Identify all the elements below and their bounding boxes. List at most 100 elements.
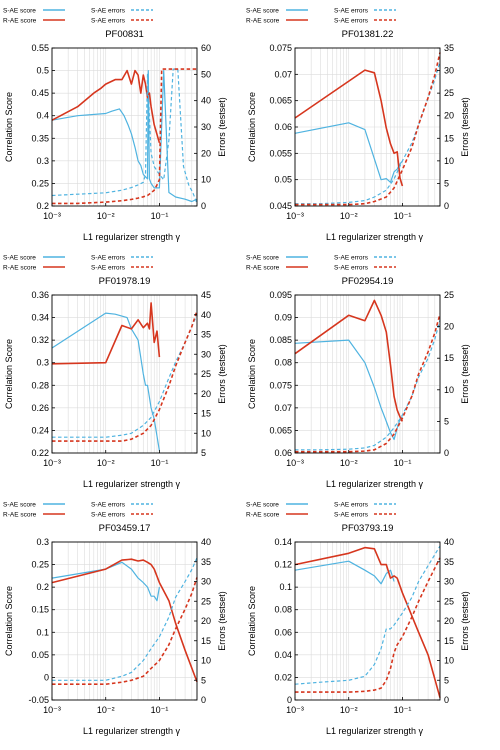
y2-tick-label: 10 <box>201 175 211 185</box>
x-axis-label: L1 regularizer strength γ <box>326 726 424 736</box>
x-tick-label: 10⁻² <box>340 458 358 468</box>
series-line-3 <box>51 68 198 204</box>
y-tick-label: 0.36 <box>31 290 49 300</box>
y-tick-label: -0.05 <box>28 695 49 705</box>
y-axis-label: Correlation Score <box>4 586 14 656</box>
y-tick-label: 0.05 <box>274 175 292 185</box>
y2-tick-label: 5 <box>444 416 449 426</box>
y2-tick-label: 15 <box>444 353 454 363</box>
x-axis-label: L1 regularizer strength γ <box>326 479 424 489</box>
x-tick-label: 10⁻³ <box>286 211 304 221</box>
series-line-2 <box>51 69 161 144</box>
y2-axis-label: Errors (testset) <box>217 344 227 404</box>
y-tick-label: 0.3 <box>36 358 49 368</box>
y2-tick-label: 20 <box>444 111 454 121</box>
legend-label: R-AE score <box>246 18 280 25</box>
plot-frame <box>294 294 441 454</box>
y2-tick-label: 15 <box>201 636 211 646</box>
y-axis-label: Correlation Score <box>4 339 14 409</box>
y2-tick-label: 35 <box>444 557 454 567</box>
y-tick-label: 0.055 <box>269 148 292 158</box>
x-tick-label: 10⁻³ <box>286 705 304 715</box>
y-tick-label: 0.3 <box>36 156 49 166</box>
y-tick-label: 0.07 <box>274 69 292 79</box>
series-line-3 <box>52 557 198 681</box>
x-tick-label: 10⁻² <box>97 458 115 468</box>
y-tick-label: 0.09 <box>274 313 292 323</box>
chart-title: PF01381.22 <box>342 29 394 40</box>
y-axis-label: Correlation Score <box>247 339 257 409</box>
x-tick-label: 10⁻² <box>97 705 115 715</box>
y2-tick-label: 40 <box>201 537 211 547</box>
y2-tick-label: 25 <box>444 88 454 98</box>
series-line-4 <box>52 577 198 686</box>
series-line-2 <box>294 299 404 422</box>
x-tick-label: 10⁻¹ <box>151 458 169 468</box>
y-tick-label: 0.12 <box>274 560 292 570</box>
y-tick-label: 0.08 <box>274 605 292 615</box>
series-line-3 <box>294 545 441 685</box>
x-tick-label: 10⁻³ <box>43 705 61 715</box>
series-line-2 <box>294 69 404 187</box>
x-axis-label: L1 regularizer strength γ <box>83 479 181 489</box>
y2-axis-label: Errors (testset) <box>460 344 470 404</box>
y2-tick-label: 0 <box>444 201 449 211</box>
y-tick-label: 0.22 <box>31 448 49 458</box>
legend-label: S-AE errors <box>334 8 369 15</box>
y-tick-label: 0.32 <box>31 335 49 345</box>
y-tick-label: 0.045 <box>269 201 292 211</box>
y-axis-label: Correlation Score <box>247 586 257 656</box>
legend: S-AE score R-AE score S-AE errors S-AE erro… <box>3 8 153 25</box>
legend-label: S-AE errors <box>91 512 126 519</box>
series-line-4 <box>295 52 441 206</box>
y-tick-label: 0.05 <box>31 650 49 660</box>
legend-label: S-AE errors <box>91 502 126 509</box>
y-tick-label: 0.085 <box>269 335 292 345</box>
series-line-2 <box>294 546 441 698</box>
grid <box>51 294 198 454</box>
y2-tick-label: 35 <box>201 330 211 340</box>
y-tick-label: 0.06 <box>274 122 292 132</box>
y-tick-label: 0 <box>287 695 292 705</box>
y2-tick-label: 40 <box>201 310 211 320</box>
legend: S-AE score R-AE score S-AE errors S-AE erro… <box>246 502 396 519</box>
series-line-4 <box>295 557 441 693</box>
legend-label: S-AE score <box>3 255 36 262</box>
y2-tick-label: 35 <box>201 557 211 567</box>
y-tick-label: 0.28 <box>31 380 49 390</box>
y2-tick-label: 20 <box>444 322 454 332</box>
legend-label: S-AE score <box>246 255 279 262</box>
plot-frame <box>294 541 441 701</box>
y-tick-label: 0.45 <box>31 88 49 98</box>
x-tick-label: 10⁻² <box>340 705 358 715</box>
y-tick-label: 0.06 <box>274 627 292 637</box>
y-tick-label: 0.2 <box>36 582 49 592</box>
legend-label: S-AE score <box>246 502 279 509</box>
chart-title: PF02954.19 <box>342 276 394 287</box>
series-line-2 <box>51 558 198 683</box>
x-tick-label: 10⁻¹ <box>394 705 412 715</box>
y-tick-label: 0.04 <box>274 650 292 660</box>
y2-tick-label: 25 <box>444 290 454 300</box>
legend: S-AE score R-AE score S-AE errors S-AE erro… <box>246 255 396 272</box>
y-tick-label: 0.095 <box>269 290 292 300</box>
series-line-1 <box>51 561 160 602</box>
y-axis-label: Correlation Score <box>4 92 14 162</box>
y-tick-label: 0.2 <box>36 201 49 211</box>
y2-axis-label: Errors (testset) <box>217 97 227 157</box>
x-tick-label: 10⁻¹ <box>394 211 412 221</box>
legend: S-AE score R-AE score S-AE errors S-AE erro… <box>246 8 396 25</box>
series-line-1 <box>51 312 160 451</box>
y2-tick-label: 30 <box>201 122 211 132</box>
y-tick-label: 0.075 <box>269 380 292 390</box>
y2-tick-label: 5 <box>444 675 449 685</box>
grid <box>51 47 198 207</box>
chart-panel-1: S-AE score R-AE score S-AE errors S-AE erro… <box>3 8 227 243</box>
x-axis-label: L1 regularizer strength γ <box>83 232 181 242</box>
legend: S-AE score R-AE score S-AE errors S-AE erro… <box>3 255 153 272</box>
y2-tick-label: 25 <box>201 596 211 606</box>
y2-tick-label: 40 <box>201 96 211 106</box>
legend-label: S-AE errors <box>91 255 126 262</box>
y-tick-label: 0.35 <box>31 133 49 143</box>
y-tick-label: 0.1 <box>36 627 49 637</box>
